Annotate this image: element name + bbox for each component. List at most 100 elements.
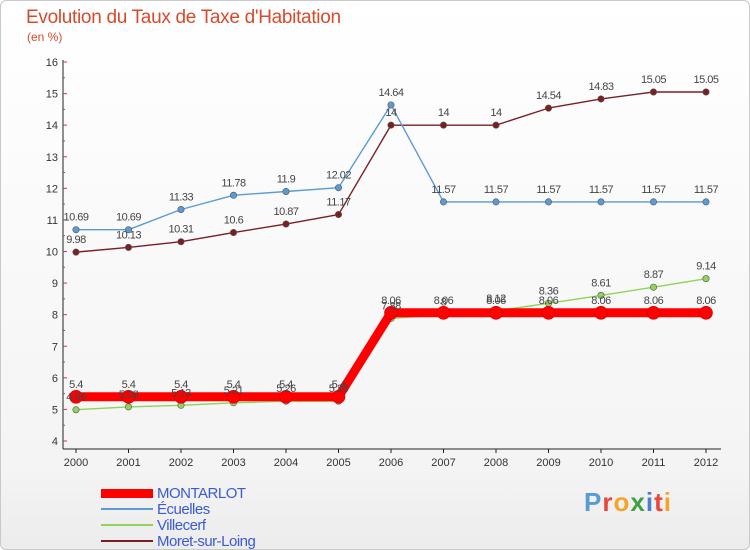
data-label: 11.57 <box>641 184 666 196</box>
data-label: 5.4 <box>332 379 346 391</box>
legend-item: MONTARLOT <box>101 484 246 502</box>
data-point <box>387 121 395 129</box>
x-tick-label: 2002 <box>169 457 193 469</box>
data-label: 5.26 <box>329 383 349 395</box>
data-label: 9.98 <box>66 234 86 246</box>
data-point <box>597 95 605 103</box>
data-point <box>384 305 398 320</box>
data-label: 15.05 <box>641 74 666 86</box>
data-point <box>226 389 241 404</box>
data-label: 11.78 <box>221 177 246 189</box>
brand-letter: r <box>602 487 614 517</box>
x-tick-label: 2010 <box>589 457 613 469</box>
data-label: 10.69 <box>63 212 88 224</box>
y-tick-label: 8 <box>52 310 58 322</box>
data-label: 14.83 <box>588 81 613 93</box>
legend-swatch <box>101 508 153 510</box>
y-tick-label: 14 <box>46 120 58 132</box>
data-label: 8.87 <box>644 269 664 281</box>
y-tick-label: 9 <box>52 278 58 290</box>
data-point <box>72 406 80 414</box>
brand-letter: t <box>654 487 664 517</box>
data-label: 8.06 <box>381 295 401 307</box>
brand-letter: i <box>645 487 655 517</box>
y-tick-label: 16 <box>46 57 58 69</box>
data-point <box>544 104 552 112</box>
x-tick-label: 2004 <box>274 457 298 469</box>
data-point <box>439 198 447 206</box>
data-point <box>439 121 447 129</box>
data-point <box>177 205 185 213</box>
y-tick-label: 7 <box>52 341 58 353</box>
legend-label: MONTARLOT <box>157 484 246 502</box>
data-point <box>282 220 290 228</box>
data-label: 10.31 <box>168 224 193 236</box>
data-label: 5.4 <box>174 379 188 391</box>
legend-swatch <box>101 524 153 526</box>
data-point <box>334 211 342 219</box>
data-point <box>125 243 133 251</box>
data-point <box>649 198 657 206</box>
data-label: 8.06 <box>434 295 454 307</box>
legend-item: Moret-sur-Loing <box>101 532 256 550</box>
x-tick-label: 2012 <box>694 457 718 469</box>
data-point <box>492 198 500 206</box>
legend-swatch <box>101 488 153 498</box>
data-label: 5.08 <box>119 389 139 401</box>
legend-label: Moret-sur-Loing <box>157 532 256 550</box>
data-label: 14.64 <box>378 87 403 99</box>
y-tick-label: 13 <box>46 152 58 164</box>
data-point <box>125 226 133 234</box>
data-label: 8.06 <box>696 295 716 307</box>
legend-item: Écuelles <box>101 501 210 518</box>
data-label: 8.12 <box>486 293 506 305</box>
y-tick-label: 6 <box>52 373 58 385</box>
data-label: 4.99 <box>66 392 86 404</box>
data-label: 8.36 <box>539 285 559 297</box>
data-point <box>174 389 188 404</box>
y-tick-label: 15 <box>46 89 58 101</box>
brand-letter: i <box>663 487 672 517</box>
data-label: 14.54 <box>536 90 561 102</box>
data-point <box>597 198 605 206</box>
data-label: 8.61 <box>591 277 611 289</box>
data-point <box>489 305 503 320</box>
data-label: 9.14 <box>696 261 716 273</box>
data-label: 10.6 <box>224 215 244 227</box>
data-label: 5.26 <box>276 383 296 395</box>
data-point <box>69 389 83 404</box>
data-point <box>702 275 710 283</box>
data-point <box>436 305 451 320</box>
data-label: 8.06 <box>644 295 664 307</box>
data-label: 10.87 <box>273 206 298 218</box>
x-tick-label: 2001 <box>116 457 140 469</box>
data-label: 11.33 <box>169 191 194 203</box>
data-label: 5.21 <box>224 385 244 397</box>
x-tick-label: 2003 <box>221 457 245 469</box>
data-label: 8 <box>441 297 447 309</box>
data-label: 5.4 <box>227 379 241 391</box>
data-point <box>699 305 713 320</box>
data-point <box>387 101 395 109</box>
data-point <box>541 305 556 320</box>
x-tick-label: 2005 <box>326 457 350 469</box>
data-label: 5.4 <box>69 379 83 391</box>
data-label: 11.9 <box>277 173 296 185</box>
data-point <box>702 88 710 96</box>
data-point <box>702 198 710 206</box>
data-label: 11.17 <box>326 197 351 209</box>
data-point <box>72 226 80 234</box>
y-tick-label: 12 <box>46 183 58 195</box>
y-tick-label: 11 <box>47 215 58 227</box>
data-label: 11.57 <box>694 184 719 196</box>
data-point <box>649 283 657 291</box>
data-label: 5.13 <box>171 387 191 399</box>
data-point <box>544 198 552 206</box>
data-label: 15.05 <box>693 74 718 86</box>
x-tick-label: 2009 <box>536 457 560 469</box>
brand-letter: P <box>584 487 603 517</box>
brand-letter: o <box>613 487 631 517</box>
data-label: 7.88 <box>381 300 401 312</box>
data-label: 11.57 <box>431 184 456 196</box>
